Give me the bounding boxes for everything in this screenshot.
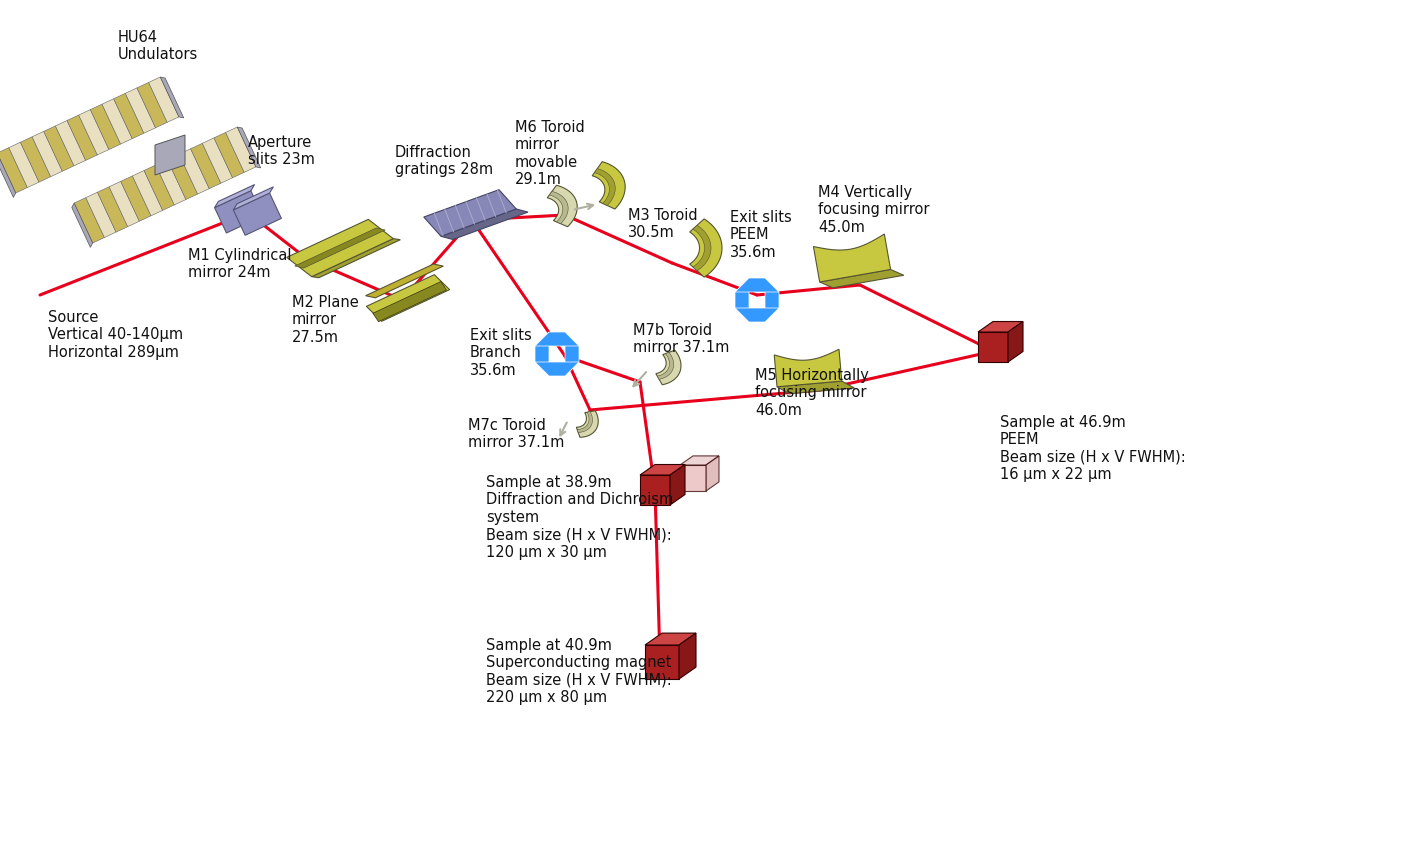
- Text: M2 Plane
mirror
27.5m: M2 Plane mirror 27.5m: [291, 295, 359, 345]
- Polygon shape: [98, 187, 127, 232]
- Polygon shape: [311, 239, 400, 278]
- Polygon shape: [374, 281, 447, 322]
- Polygon shape: [669, 464, 685, 505]
- Polygon shape: [0, 153, 16, 197]
- Polygon shape: [215, 191, 263, 233]
- Polygon shape: [215, 185, 255, 208]
- Polygon shape: [287, 219, 393, 277]
- Polygon shape: [734, 308, 780, 322]
- Text: M1 Cylindrical
mirror 24m: M1 Cylindrical mirror 24m: [188, 248, 291, 280]
- Polygon shape: [294, 228, 385, 268]
- Text: Exit slits
PEEM
35.6m: Exit slits PEEM 35.6m: [730, 210, 792, 260]
- Polygon shape: [167, 154, 198, 200]
- Polygon shape: [774, 349, 842, 387]
- Text: M3 Toroid
30.5m: M3 Toroid 30.5m: [628, 208, 698, 241]
- Polygon shape: [44, 126, 74, 171]
- Polygon shape: [593, 162, 625, 209]
- Polygon shape: [734, 278, 780, 292]
- Polygon shape: [978, 332, 1007, 362]
- Polygon shape: [149, 77, 178, 122]
- Polygon shape: [577, 412, 593, 432]
- Polygon shape: [655, 350, 681, 385]
- Polygon shape: [67, 115, 98, 160]
- Text: M5 Horizontally
focusing mirror
46.0m: M5 Horizontally focusing mirror 46.0m: [756, 368, 869, 418]
- Polygon shape: [74, 197, 105, 243]
- Polygon shape: [133, 170, 163, 216]
- Text: HU64
Undulators: HU64 Undulators: [117, 30, 198, 63]
- Text: Aperture
slits 23m: Aperture slits 23m: [248, 135, 316, 168]
- Polygon shape: [156, 135, 185, 175]
- Polygon shape: [766, 278, 780, 322]
- Polygon shape: [180, 149, 209, 194]
- Polygon shape: [365, 264, 443, 298]
- Polygon shape: [681, 456, 719, 465]
- Polygon shape: [814, 234, 890, 282]
- Polygon shape: [144, 165, 174, 210]
- Polygon shape: [535, 362, 579, 376]
- Polygon shape: [160, 77, 184, 118]
- Polygon shape: [535, 332, 549, 376]
- Text: M4 Vertically
focusing mirror
45.0m: M4 Vertically focusing mirror 45.0m: [818, 185, 930, 235]
- Text: Diffraction
gratings 28m: Diffraction gratings 28m: [395, 145, 492, 177]
- Polygon shape: [91, 104, 120, 150]
- Polygon shape: [238, 127, 260, 168]
- Polygon shape: [706, 456, 719, 491]
- Polygon shape: [645, 645, 679, 679]
- Polygon shape: [978, 322, 1023, 332]
- Polygon shape: [79, 109, 109, 155]
- Polygon shape: [113, 93, 144, 139]
- Polygon shape: [1007, 322, 1023, 362]
- Polygon shape: [109, 181, 139, 227]
- Polygon shape: [156, 159, 185, 205]
- Polygon shape: [645, 633, 696, 645]
- Polygon shape: [214, 132, 245, 178]
- Polygon shape: [191, 143, 221, 189]
- Polygon shape: [548, 185, 577, 227]
- Polygon shape: [33, 131, 62, 177]
- Polygon shape: [366, 274, 450, 321]
- Polygon shape: [102, 99, 132, 144]
- Polygon shape: [424, 190, 516, 236]
- Text: M7c Toroid
mirror 37.1m: M7c Toroid mirror 37.1m: [468, 418, 565, 451]
- Polygon shape: [819, 269, 904, 288]
- Polygon shape: [233, 193, 282, 235]
- Polygon shape: [640, 464, 685, 475]
- Polygon shape: [594, 169, 616, 206]
- Text: M7b Toroid
mirror 37.1m: M7b Toroid mirror 37.1m: [633, 323, 729, 356]
- Polygon shape: [120, 176, 151, 221]
- Text: M6 Toroid
mirror
movable
29.1m: M6 Toroid mirror movable 29.1m: [515, 120, 584, 187]
- Text: Source
Vertical 40-140μm
Horizontal 289μm: Source Vertical 40-140μm Horizontal 289μ…: [48, 310, 183, 360]
- Polygon shape: [734, 278, 749, 322]
- Polygon shape: [640, 475, 669, 505]
- Polygon shape: [679, 633, 696, 679]
- Text: Sample at 46.9m
PEEM
Beam size (H x V FWHM):
16 μm x 22 μm: Sample at 46.9m PEEM Beam size (H x V FW…: [1000, 415, 1186, 482]
- Polygon shape: [535, 332, 579, 346]
- Polygon shape: [225, 127, 256, 172]
- Polygon shape: [8, 142, 40, 187]
- Polygon shape: [86, 192, 116, 237]
- Polygon shape: [202, 138, 232, 183]
- Polygon shape: [20, 137, 51, 182]
- Polygon shape: [441, 209, 528, 240]
- Polygon shape: [689, 219, 722, 277]
- Polygon shape: [0, 147, 27, 193]
- Text: Sample at 40.9m
Superconducting magnet
Beam size (H x V FWHM):
220 μm x 80 μm: Sample at 40.9m Superconducting magnet B…: [485, 638, 672, 706]
- Polygon shape: [576, 411, 599, 437]
- Polygon shape: [137, 82, 167, 128]
- Polygon shape: [777, 381, 855, 394]
- Polygon shape: [657, 352, 674, 379]
- Polygon shape: [55, 120, 86, 166]
- Polygon shape: [549, 191, 569, 224]
- Polygon shape: [693, 225, 710, 271]
- Polygon shape: [72, 203, 93, 247]
- Polygon shape: [126, 88, 156, 133]
- Text: Sample at 38.9m
Diffraction and Dichroism
system
Beam size (H x V FWHM):
120 μm : Sample at 38.9m Diffraction and Dichrois…: [485, 475, 674, 560]
- Polygon shape: [681, 465, 706, 491]
- Polygon shape: [565, 332, 579, 376]
- Polygon shape: [233, 187, 273, 210]
- Text: Exit slits
Branch
35.6m: Exit slits Branch 35.6m: [470, 328, 532, 378]
